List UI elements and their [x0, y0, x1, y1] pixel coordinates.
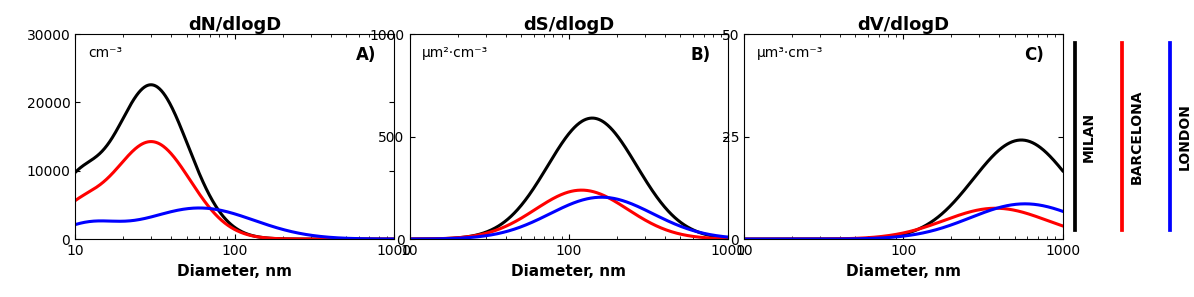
Text: C): C) — [1024, 46, 1045, 64]
Text: B): B) — [690, 46, 710, 64]
X-axis label: Diameter, nm: Diameter, nm — [511, 263, 627, 279]
Title: dS/dlogD: dS/dlogD — [523, 16, 615, 34]
Text: μm³·cm⁻³: μm³·cm⁻³ — [757, 46, 823, 61]
Text: A): A) — [356, 46, 376, 64]
Text: MILAN: MILAN — [1082, 112, 1096, 162]
Text: LONDON: LONDON — [1177, 103, 1192, 170]
X-axis label: Diameter, nm: Diameter, nm — [845, 263, 961, 279]
Text: cm⁻³: cm⁻³ — [88, 46, 122, 61]
Title: dV/dlogD: dV/dlogD — [857, 16, 949, 34]
Text: BARCELONA: BARCELONA — [1130, 89, 1144, 184]
X-axis label: Diameter, nm: Diameter, nm — [177, 263, 293, 279]
Text: μm²·cm⁻³: μm²·cm⁻³ — [423, 46, 488, 61]
Title: dN/dlogD: dN/dlogD — [187, 16, 282, 34]
